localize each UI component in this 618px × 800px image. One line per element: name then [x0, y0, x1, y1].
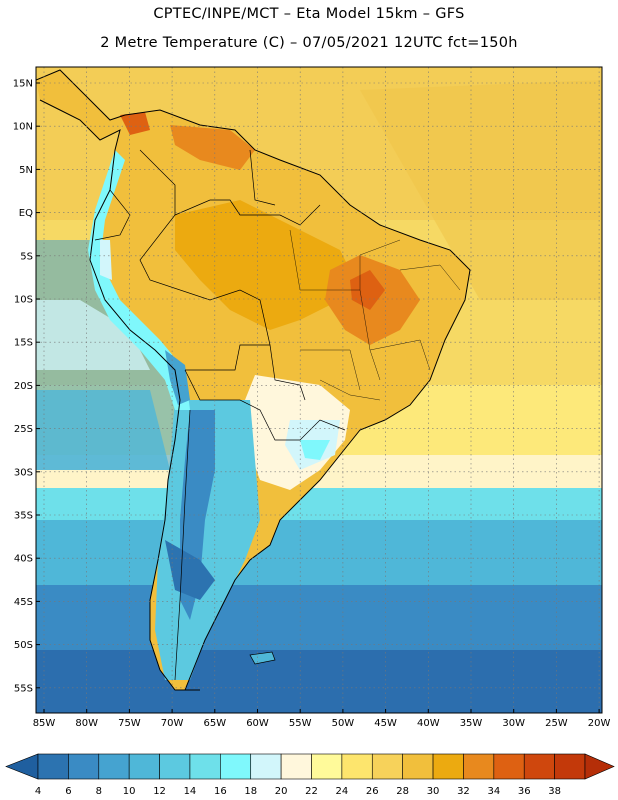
colorbar-box: [98, 753, 130, 780]
colorbar-box: [311, 753, 343, 780]
map-title-line1: CPTEC/INPE/MCT – Eta Model 15km – GFS: [153, 6, 465, 22]
lon-label: 40W: [417, 718, 440, 729]
hottest-spot-brazil: [350, 270, 385, 310]
colorbar-tick-label: 18: [244, 786, 257, 797]
lat-label: 25S: [14, 424, 33, 435]
pacific-light-area: [36, 300, 150, 370]
colorbar-box: [554, 753, 586, 780]
pacific-cold-area: [36, 390, 170, 470]
lat-label: 10S: [14, 295, 33, 306]
lon-label: 85W: [33, 718, 56, 729]
colorbar-box: [371, 753, 403, 780]
colorbar-tick-label: 32: [457, 786, 470, 797]
andes-altiplano: [165, 350, 190, 405]
lat-label: 30S: [14, 467, 33, 478]
colorbar-tick-label: 34: [487, 786, 500, 797]
lon-label: 55W: [289, 718, 312, 729]
andes-ecuador: [100, 240, 112, 280]
colorbar-box: [341, 753, 373, 780]
lat-label: 15N: [13, 79, 33, 90]
colorbar-box: [128, 753, 160, 780]
colorbar-box: [493, 753, 525, 780]
cold-zone-patagonia: [155, 400, 260, 680]
lat-label: 45S: [14, 597, 33, 608]
lon-label: 65W: [203, 718, 226, 729]
lon-label: 70W: [161, 718, 184, 729]
lon-label: 30W: [502, 718, 525, 729]
colorbar-box: [463, 753, 495, 780]
falkland-islands: [249, 651, 276, 665]
ocean-band-south-2: [36, 585, 602, 655]
colorbar-tick-label: 38: [548, 786, 561, 797]
colorbar-tick-label: 28: [396, 786, 409, 797]
colorbar-tick-label: 30: [427, 786, 440, 797]
colorbar-tick-label: 6: [65, 786, 71, 797]
lat-label: 5N: [19, 165, 33, 176]
colorbar-box: [37, 753, 69, 780]
colorbar-tick-label: 22: [305, 786, 318, 797]
colorbar-tick-label: 4: [35, 786, 41, 797]
lat-label: 35S: [14, 511, 33, 522]
map-frame: [35, 66, 603, 714]
lat-label: 40S: [14, 554, 33, 565]
colorbar-tick-label: 10: [123, 786, 136, 797]
lat-label: 15S: [14, 338, 33, 349]
lon-label: 45W: [374, 718, 397, 729]
colorbar-box: [250, 753, 282, 780]
colorbar-box: [402, 753, 434, 780]
colorbar-left-arrow: [5, 753, 39, 780]
lon-label: 80W: [75, 718, 98, 729]
lon-label: 25W: [545, 718, 568, 729]
ocean-band-south-1: [36, 520, 602, 590]
colorbar-tick-labels: 4 6 8 10 12 14 16 18 20 22 24 26 28 30 32 34 36 38: [35, 786, 561, 797]
lon-label: 50W: [332, 718, 355, 729]
colorbar-tick-label: 14: [184, 786, 197, 797]
cool-spot-uruguay: [300, 440, 330, 460]
map-title-line2: 2 Metre Temperature (C) – 07/05/2021 12U…: [100, 35, 518, 51]
colorbar-box: [68, 753, 100, 780]
latitude-labels: 15N 10N 5N EQ 5S 10S 15S 20S 25S 30S 35S 40S 45S 50S 5…: [13, 79, 40, 694]
colorbar-box: [189, 753, 221, 780]
cold-spot-patagonia: [165, 540, 215, 600]
colorbar-tick-label: 36: [518, 786, 531, 797]
central-america-land: [36, 70, 125, 140]
colorbar-tick-label: 26: [366, 786, 379, 797]
colorbar-tick-label: 16: [214, 786, 227, 797]
lon-label: 75W: [118, 718, 141, 729]
ocean-band-south-3: [36, 650, 602, 713]
lat-label: 55S: [14, 683, 33, 694]
ocean-warm-east: [360, 80, 602, 300]
lat-label: 20S: [14, 381, 33, 392]
country-borders: [94, 149, 346, 681]
temperature-colorbar: [5, 753, 615, 780]
colorbar-box: [220, 753, 252, 780]
colorbar-box: [159, 753, 191, 780]
colorbar-tick-label: 8: [96, 786, 102, 797]
colorbar-box: [432, 753, 464, 780]
lat-label: 10N: [13, 122, 33, 133]
lat-label: 50S: [14, 640, 33, 651]
colorbar-tick-label: 20: [275, 786, 288, 797]
map-area: [36, 67, 602, 713]
colorbar-box: [523, 753, 555, 780]
hot-zone-colombia-coast: [120, 112, 150, 135]
lat-label: 5S: [20, 251, 33, 262]
hot-zone-amazon: [175, 200, 350, 330]
hot-zone-venezuela: [170, 125, 255, 170]
coastline-outline: [36, 69, 471, 691]
lon-label: 20W: [588, 718, 611, 729]
colorbar-box: [280, 753, 312, 780]
longitude-labels: 85W 80W 75W 70W 65W 60W 55W 50W 45W 40W 35W 30W 25W 2…: [33, 709, 611, 729]
lon-label: 60W: [246, 718, 269, 729]
colorbar-tick-label: 12: [153, 786, 166, 797]
state-borders: [289, 229, 461, 401]
lon-label: 35W: [460, 718, 483, 729]
colorbar-right-arrow: [584, 753, 615, 780]
colorbar-tick-label: 24: [336, 786, 349, 797]
lat-label: EQ: [19, 208, 33, 219]
